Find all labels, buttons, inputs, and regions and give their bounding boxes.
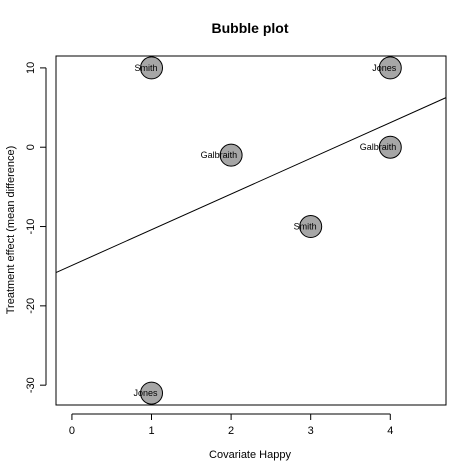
y-tick-label: 0 — [25, 144, 37, 150]
x-tick-label: 2 — [228, 425, 234, 437]
x-tick-label: 4 — [387, 425, 393, 437]
bubble-point — [299, 215, 323, 239]
regression-line — [55, 97, 447, 273]
plot-area-border — [55, 55, 447, 406]
x-axis: 0 1 2 3 4 — [69, 413, 393, 437]
y-tick-label: 10 — [25, 62, 37, 74]
y-tick-label: -10 — [25, 219, 37, 235]
bubble-point — [140, 381, 164, 405]
bubble-point — [378, 56, 402, 80]
x-tick-label: 3 — [308, 425, 314, 437]
x-tick-label: 0 — [69, 425, 75, 437]
x-tick-label: 1 — [148, 425, 154, 437]
y-tick-label: -30 — [25, 377, 37, 393]
point-label: Jones — [133, 388, 158, 398]
y-axis: -30 -20 -10 0 10 — [25, 62, 47, 393]
chart-title: Bubble plot — [212, 20, 289, 36]
point-label: Smith — [134, 63, 157, 73]
point-label: Jones — [372, 63, 397, 73]
x-axis-label: Covariate Happy — [209, 449, 291, 461]
bubble-point — [140, 56, 164, 80]
bubble-point — [219, 143, 243, 167]
point-label: Smith — [294, 222, 317, 232]
point-label: Galbraith — [360, 142, 397, 152]
y-tick-label: -20 — [25, 298, 37, 314]
y-axis-label: Treatment effect (mean difference) — [5, 146, 17, 315]
point-label: Galbraith — [201, 150, 238, 160]
bubble-point — [378, 135, 402, 159]
data-points: Smith Jones Galbraith Galbraith Smith Jones — [133, 56, 402, 405]
